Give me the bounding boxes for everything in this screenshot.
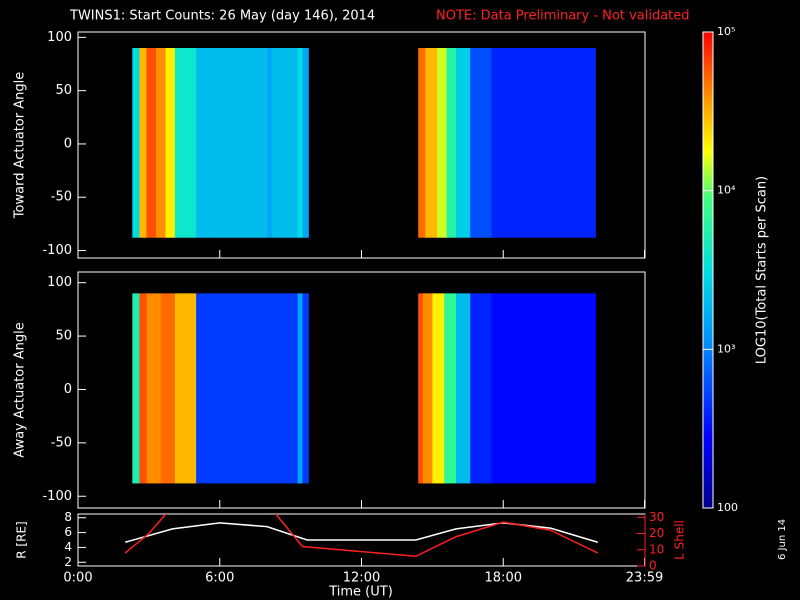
heatmap-cell xyxy=(470,293,492,484)
heatmap-cell xyxy=(196,293,299,484)
heatmap-cell xyxy=(146,293,162,484)
x-axis-label: Time (UT) xyxy=(328,585,393,600)
date-stamp: 6 Jun 14 xyxy=(777,519,788,560)
colorbar-tick-label: 100 xyxy=(717,501,738,514)
y-tick-label: -100 xyxy=(42,243,72,258)
y2-tick-label: 10 xyxy=(649,542,664,556)
x-tick-label: 23:59 xyxy=(626,571,663,586)
heatmap-cell xyxy=(444,293,457,484)
y-tick-label: 6 xyxy=(64,525,72,539)
y-tick-label: 50 xyxy=(55,329,72,344)
heatmap-cell xyxy=(446,47,457,238)
heatmap-cell xyxy=(271,47,299,238)
heatmap-cell xyxy=(155,47,166,238)
y-tick-label: 0 xyxy=(64,382,72,397)
y2-axis-label: L Shell xyxy=(673,520,687,560)
line-l xyxy=(124,514,599,558)
heatmap-cell xyxy=(491,47,596,238)
y-tick-label: 4 xyxy=(64,540,72,554)
heatmap-cell xyxy=(437,47,448,238)
x-tick-label: 6:00 xyxy=(205,571,234,586)
y-tick-label: 100 xyxy=(47,30,72,45)
heatmap-cell xyxy=(470,47,492,238)
y-tick-label: -100 xyxy=(42,489,72,504)
heatmap-cell xyxy=(196,47,268,238)
heatmap-cell xyxy=(160,293,176,484)
heatmap-cell xyxy=(297,47,303,238)
heatmap-cell xyxy=(302,293,309,484)
colorbar-tick-label: 10³ xyxy=(717,342,735,355)
heatmap-cell xyxy=(297,293,303,484)
y-tick-label: -50 xyxy=(51,190,72,205)
y-tick-label: -50 xyxy=(51,435,72,450)
y-axis-label: Toward Actuator Angle xyxy=(13,72,28,219)
x-tick-label: 0:00 xyxy=(63,571,92,586)
y2-tick-label: 30 xyxy=(649,510,664,524)
y-tick-label: 0 xyxy=(64,136,72,151)
heatmap-cell xyxy=(418,47,426,238)
heatmap-cell xyxy=(432,293,445,484)
heatmap-cell xyxy=(302,47,309,238)
heatmap-cell xyxy=(456,47,471,238)
heatmap-cell xyxy=(456,293,471,484)
heatmap-cell xyxy=(165,47,176,238)
heatmap-cell xyxy=(267,47,273,238)
heatmap-cell xyxy=(132,293,140,484)
y2-tick-label: 0 xyxy=(649,559,657,573)
y-axis-label: R [RE] xyxy=(15,521,29,558)
y2-tick-label: 20 xyxy=(649,526,664,540)
y-tick-label: 100 xyxy=(47,275,72,290)
colorbar-tick-label: 10⁴ xyxy=(717,184,736,197)
y-tick-label: 50 xyxy=(55,83,72,98)
heatmap-cell xyxy=(174,293,197,484)
heatmap-cell xyxy=(418,293,424,484)
x-tick-label: 12:00 xyxy=(343,571,380,586)
heatmap-cell xyxy=(132,47,140,238)
colorbar xyxy=(702,31,714,509)
heatmap-cell xyxy=(422,293,433,484)
note: NOTE: Data Preliminary - Not validated xyxy=(436,9,690,24)
y-tick-label: 8 xyxy=(64,510,72,524)
colorbar-tick-label: 10⁵ xyxy=(717,25,735,38)
chart-title: TWINS1: Start Counts: 26 May (day 146), … xyxy=(69,9,375,24)
y-axis-label: Away Actuator Angle xyxy=(13,322,28,457)
heatmap-cell xyxy=(139,293,148,484)
heatmap-cell xyxy=(174,47,197,238)
y-tick-label: 2 xyxy=(64,555,72,569)
heatmap-cell xyxy=(139,47,148,238)
heatmap-cell xyxy=(491,293,596,484)
heatmap-cell xyxy=(146,47,157,238)
x-tick-label: 18:00 xyxy=(485,571,522,586)
lines xyxy=(124,514,599,558)
colorbar-label: LOG10(Total Starts per Scan) xyxy=(755,176,770,364)
heatmap-cell xyxy=(425,47,438,238)
